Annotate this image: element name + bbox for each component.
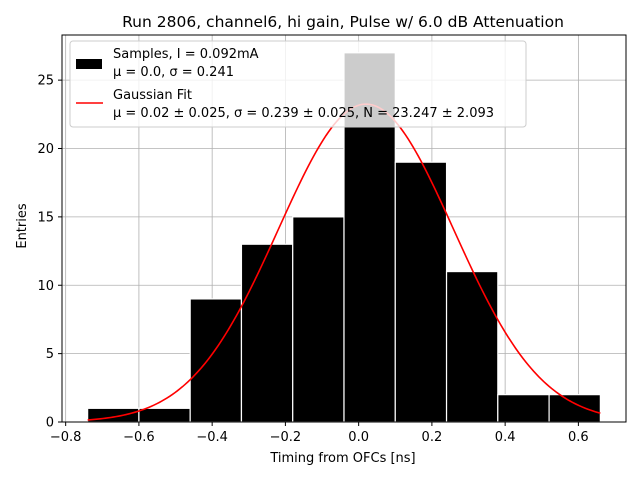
histogram-bars [87,52,601,423]
y-tick-label: 0 [46,416,54,431]
y-tick-label: 10 [37,279,54,294]
y-tick-label: 20 [37,142,54,157]
legend-box [69,40,527,128]
histogram-bar [445,270,499,423]
x-axis-title: Timing from OFCs [ns] [269,451,415,466]
y-axis-ticks: 0 5 10 15 20 25 [37,74,62,431]
x-tick-label: −0.4 [196,430,228,445]
y-tick-label: 5 [46,347,54,362]
x-tick-label: 0.0 [348,430,369,445]
plot-frame [61,34,627,423]
x-tick-label: 0.4 [495,430,516,445]
legend-samples-stats: μ = 0.0, σ = 0.241 [113,65,234,80]
histogram-bar [138,407,191,423]
y-tick-label: 15 [37,210,54,225]
legend-samples-swatch [76,59,102,69]
legend-fit-stats: μ = 0.02 ± 0.025, σ = 0.239 ± 0.025, N =… [113,106,494,121]
y-axis-title: Entries [15,203,30,249]
x-tick-label: −0.2 [270,430,302,445]
histogram-bar [292,216,345,423]
x-tick-label: −0.8 [50,430,82,445]
legend-fit-label: Gaussian Fit [113,88,192,103]
x-tick-label: 0.6 [568,430,589,445]
y-tick-label: 25 [37,74,54,89]
legend: Samples, I = 0.092mA μ = 0.0, σ = 0.241 … [69,40,527,128]
x-tick-label: −0.6 [123,430,155,445]
histogram-bar [189,298,243,423]
histogram-bar [394,161,448,423]
chart-title: Run 2806, channel6, hi gain, Pulse w/ 6.… [122,13,564,31]
legend-samples-label: Samples, I = 0.092mA [113,47,259,62]
x-tick-label: 0.2 [422,430,443,445]
histogram-bar [497,394,550,423]
histogram-bar [548,394,601,423]
histogram-bar [240,243,294,423]
x-axis-ticks: −0.8 −0.6 −0.4 −0.2 0.0 0.2 0.4 0.6 [50,422,589,445]
